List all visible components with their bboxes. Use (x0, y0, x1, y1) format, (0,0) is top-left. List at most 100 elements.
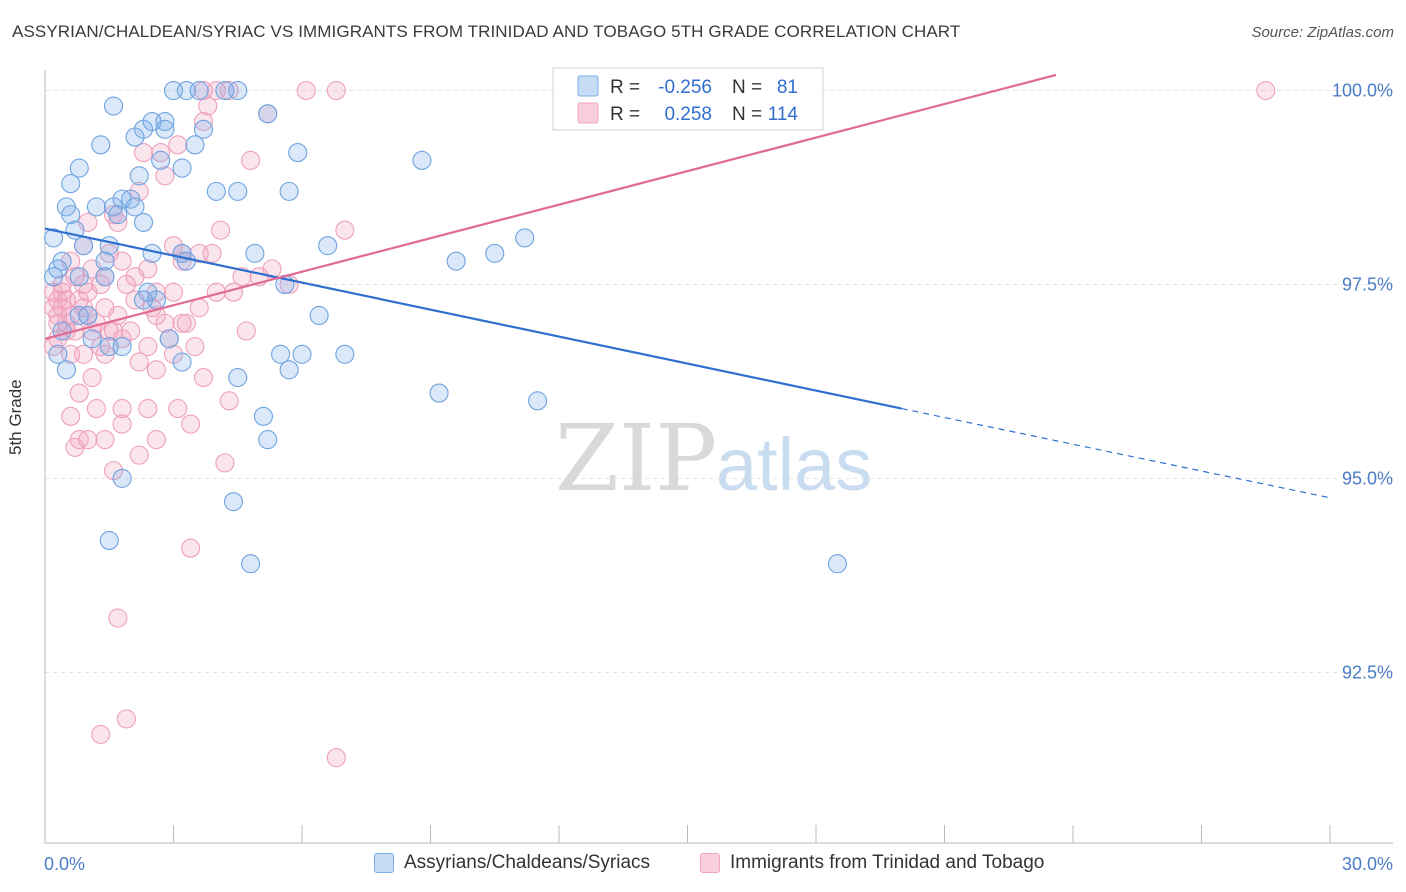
data-point-trinidad (202, 243, 222, 263)
data-point-assyrian (206, 181, 226, 201)
data-point-trinidad (108, 212, 128, 232)
data-point-trinidad (61, 406, 81, 426)
data-point-trinidad (193, 111, 214, 132)
data-point-assyrian (189, 80, 209, 101)
data-point-trinidad (198, 96, 218, 116)
data-point-assyrian (279, 360, 299, 380)
data-point-trinidad (326, 748, 346, 768)
data-point-trinidad (296, 80, 316, 101)
data-point-trinidad (215, 453, 235, 473)
data-point-trinidad (112, 251, 132, 271)
data-point-assyrian (228, 181, 248, 201)
data-point-trinidad (91, 724, 111, 744)
legend-n-value-2: 114 (768, 104, 799, 125)
data-point-assyrian (335, 344, 355, 364)
data-point-assyrian (78, 305, 98, 326)
data-point-assyrian (108, 205, 128, 225)
data-point-assyrian (258, 104, 278, 124)
data-point-assyrian (429, 383, 449, 403)
data-point-trinidad (151, 143, 171, 163)
data-point-trinidad (138, 399, 158, 419)
data-point-assyrian (129, 166, 149, 186)
data-point-assyrian (446, 251, 466, 271)
data-point-assyrian (74, 236, 94, 256)
data-point-trinidad (181, 414, 201, 434)
data-point-assyrian (48, 344, 68, 364)
legend-r-label-1: R = (610, 77, 640, 98)
data-point-assyrian (103, 96, 124, 116)
data-point-assyrian (176, 251, 196, 271)
trend-lines (44, 73, 1331, 499)
data-point-assyrian (48, 259, 68, 279)
data-point-assyrian (279, 181, 299, 201)
watermark: ZIP atlas (555, 405, 872, 512)
data-point-assyrian (99, 530, 119, 551)
source-label: Source: ZipAtlas.com (1251, 24, 1394, 41)
data-point-trinidad (168, 399, 188, 419)
watermark-atlas: atlas (716, 423, 872, 506)
data-point-assyrian (253, 406, 274, 426)
data-point-assyrian (288, 143, 308, 163)
gridlines (45, 90, 1395, 673)
data-point-trinidad (65, 437, 85, 457)
data-point-assyrian (155, 119, 175, 139)
data-point-assyrian (56, 360, 76, 380)
series-legend: Assyrians/Chaldeans/Syriacs Immigrants f… (0, 850, 1406, 880)
data-point-assyrian (515, 228, 535, 248)
x-tick-label-max: 30.0% (1342, 854, 1393, 874)
data-point-trinidad (236, 321, 256, 341)
data-point-assyrian (271, 344, 291, 364)
data-point-trinidad (48, 305, 68, 326)
legend-label-assyrian: Assyrians/Chaldeans/Syriacs (404, 852, 651, 873)
data-point-assyrian (95, 267, 115, 287)
data-point-assyrian (223, 492, 244, 512)
data-point-assyrian (185, 135, 205, 155)
legend-item-assyrian[interactable]: Assyrians/Chaldeans/Syriacs (374, 852, 650, 874)
data-point-trinidad (121, 321, 141, 341)
data-point-assyrian (292, 344, 312, 364)
series-trinidad-points (44, 80, 1276, 768)
data-point-assyrian (61, 205, 81, 225)
data-point-trinidad (112, 414, 132, 434)
data-point-assyrian (86, 197, 106, 217)
data-point-assyrian (245, 243, 265, 263)
trend-line-trinidad (44, 73, 1057, 340)
data-point-assyrian (69, 267, 89, 287)
data-point-assyrian (193, 119, 214, 139)
legend-swatch-assyrian-bottom (374, 853, 394, 873)
data-point-assyrian (318, 236, 338, 256)
legend-r-value-1: -0.256 (658, 77, 712, 98)
data-point-assyrian (827, 554, 847, 574)
data-point-assyrian (215, 80, 235, 101)
data-point-assyrian (91, 135, 111, 155)
data-point-assyrian (151, 150, 171, 170)
x-tick-label-min: 0.0% (44, 854, 85, 874)
legend-r-label-2: R = (610, 104, 640, 125)
data-point-trinidad (185, 336, 205, 357)
data-point-trinidad (129, 445, 149, 465)
data-point-trinidad (95, 430, 115, 450)
data-point-assyrian (172, 158, 192, 178)
data-point-trinidad (155, 313, 175, 333)
data-point-trinidad (219, 391, 239, 411)
data-point-assyrian (133, 290, 154, 310)
data-point-trinidad (241, 150, 261, 170)
legend-swatch-trinidad (577, 102, 599, 124)
data-point-trinidad (1256, 80, 1276, 101)
y-tick-label: 97.5% (1342, 274, 1393, 294)
legend-swatch-trinidad-bottom (700, 853, 720, 873)
data-point-assyrian (133, 119, 154, 139)
trend-line-assyrian-extension (901, 407, 1331, 499)
data-point-trinidad (86, 399, 106, 419)
data-point-trinidad (74, 344, 94, 364)
data-point-assyrian (133, 212, 154, 232)
data-point-assyrian (258, 430, 278, 450)
data-point-trinidad (138, 259, 158, 279)
data-point-trinidad (326, 80, 346, 101)
data-point-assyrian (309, 305, 329, 326)
axes (44, 70, 1393, 844)
data-point-trinidad (189, 298, 209, 318)
legend-item-trinidad[interactable]: Immigrants from Trinidad and Tobago (700, 852, 1044, 874)
data-point-trinidad (181, 538, 201, 558)
